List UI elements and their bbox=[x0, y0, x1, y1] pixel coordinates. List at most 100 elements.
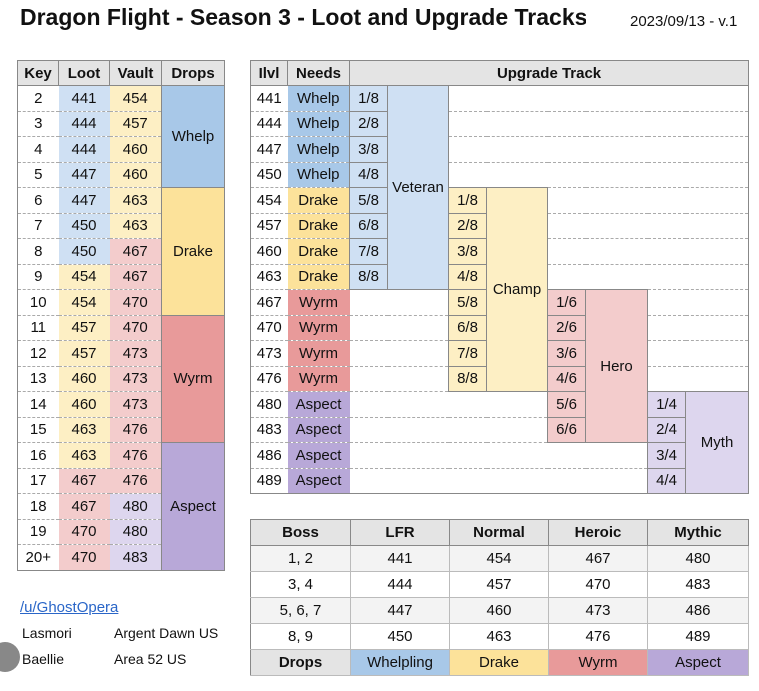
champ-step: 6/8 bbox=[448, 314, 487, 341]
empty-cell bbox=[547, 136, 586, 163]
normal-ilvl: 463 bbox=[449, 623, 549, 650]
item-level: 441 bbox=[250, 85, 288, 112]
table-row: 450 Whelp 4/8 bbox=[250, 161, 749, 188]
empty-cell bbox=[585, 187, 648, 214]
empty-cell bbox=[486, 111, 548, 137]
mythic-ilvl: 483 bbox=[647, 571, 749, 598]
loot-ilvl: 447 bbox=[58, 162, 110, 188]
empty-cell bbox=[547, 238, 586, 265]
myth-track-label: Myth bbox=[684, 391, 750, 494]
empty-cell bbox=[685, 238, 749, 265]
empty-cell bbox=[647, 289, 686, 316]
needs-wyrm: Wyrm bbox=[287, 366, 350, 392]
heroic-ilvl: 470 bbox=[548, 571, 648, 598]
empty-cell bbox=[647, 136, 686, 163]
lfr-ilvl: 450 bbox=[350, 623, 450, 650]
empty-cell bbox=[647, 238, 686, 265]
veteran-track-label: Veteran bbox=[387, 85, 449, 290]
table-row: 470 Wyrm 6/8 2/6 bbox=[250, 314, 749, 341]
empty-cell bbox=[585, 136, 648, 163]
raid-boss-table: Boss LFR Normal Heroic Mythic 1, 2 441 454… bbox=[250, 519, 749, 676]
empty-cell bbox=[486, 391, 548, 418]
table-row: 444 Whelp 2/8 bbox=[250, 110, 749, 137]
table-header-row: Ilvl Needs Upgrade Track bbox=[250, 60, 750, 86]
table-row: 2 441 454 Whelp bbox=[17, 85, 225, 188]
vault-ilvl: 460 bbox=[109, 136, 162, 163]
champ-step: 7/8 bbox=[448, 340, 487, 367]
myth-step: 2/4 bbox=[647, 416, 686, 443]
loot-ilvl: 454 bbox=[58, 289, 110, 316]
upgrade-track-table: Ilvl Needs Upgrade Track 441 Whelp 1/8 Vete… bbox=[250, 60, 750, 494]
vault-ilvl: 480 bbox=[109, 493, 162, 520]
empty-cell bbox=[685, 187, 749, 214]
empty-cell bbox=[547, 85, 586, 112]
vault-ilvl: 470 bbox=[109, 315, 162, 341]
empty-cell bbox=[387, 417, 449, 443]
vault-ilvl: 454 bbox=[109, 85, 162, 112]
needs-aspect: Aspect bbox=[287, 442, 350, 469]
hero-step: 1/6 bbox=[547, 289, 586, 316]
table-row: 19 470 480 bbox=[17, 519, 225, 545]
drops-whelpling: Whelpling bbox=[350, 649, 450, 676]
table-header-row: Boss LFR Normal Heroic Mythic bbox=[250, 519, 749, 546]
veteran-step: 2/8 bbox=[349, 110, 388, 137]
table-row: 483 Aspect 6/6 2/4 bbox=[250, 416, 749, 443]
table-row: 14 460 473 bbox=[17, 391, 225, 418]
key-level: 14 bbox=[17, 391, 59, 418]
loot-ilvl: 450 bbox=[58, 213, 110, 239]
vault-ilvl: 476 bbox=[109, 442, 162, 469]
hero-step: 6/6 bbox=[547, 416, 586, 443]
mythic-ilvl: 489 bbox=[647, 623, 749, 650]
table-row: 4 444 460 bbox=[17, 136, 225, 163]
empty-cell bbox=[685, 264, 749, 290]
item-level: 483 bbox=[250, 417, 288, 443]
key-level: 15 bbox=[17, 417, 59, 443]
needs-whelp: Whelp bbox=[287, 162, 350, 188]
empty-cell bbox=[585, 442, 648, 469]
item-level: 460 bbox=[250, 238, 288, 265]
loot-ilvl: 457 bbox=[58, 315, 110, 341]
empty-cell bbox=[448, 136, 487, 163]
item-level: 476 bbox=[250, 366, 288, 392]
table-row: 463 Drake 8/8 4/8 bbox=[250, 263, 749, 290]
empty-cell bbox=[585, 264, 648, 290]
key-level: 16 bbox=[17, 442, 59, 469]
author-link[interactable]: /u/GhostOpera bbox=[20, 599, 119, 616]
empty-cell bbox=[349, 391, 388, 418]
myth-step: 3/4 bbox=[647, 442, 686, 469]
header-ilvl: Ilvl bbox=[250, 60, 288, 86]
key-level: 18 bbox=[17, 493, 59, 520]
item-level: 457 bbox=[250, 213, 288, 239]
drops-row: Drops Whelpling Drake Wyrm Aspect bbox=[250, 649, 749, 676]
loot-ilvl: 444 bbox=[58, 136, 110, 163]
header-upgrade-track: Upgrade Track bbox=[348, 60, 750, 86]
table-row: 473 Wyrm 7/8 3/6 bbox=[250, 340, 749, 367]
vault-ilvl: 463 bbox=[109, 187, 162, 214]
drops-drake: Drake bbox=[449, 649, 549, 676]
table-row: 489 Aspect 4/4 bbox=[250, 467, 749, 494]
vault-ilvl: 463 bbox=[109, 213, 162, 239]
empty-cell bbox=[349, 442, 388, 469]
veteran-step: 6/8 bbox=[349, 212, 388, 239]
empty-cell bbox=[486, 468, 548, 494]
empty-cell bbox=[685, 162, 749, 188]
table-row: 11 457 470 Wyrm bbox=[17, 314, 225, 443]
header-drops: Drops bbox=[161, 60, 225, 86]
key-level: 10 bbox=[17, 289, 59, 316]
empty-cell bbox=[585, 468, 648, 494]
loot-ilvl: 467 bbox=[58, 493, 110, 520]
loot-ilvl: 454 bbox=[58, 264, 110, 290]
empty-cell bbox=[486, 417, 548, 443]
empty-cell bbox=[647, 264, 686, 290]
champ-track-label: Champ bbox=[486, 187, 548, 392]
veteran-step: 7/8 bbox=[349, 238, 388, 265]
drops-drake: Drake bbox=[161, 187, 225, 316]
empty-cell bbox=[647, 162, 686, 188]
mythic-ilvl: 486 bbox=[647, 597, 749, 624]
credit-name-1: Lasmori bbox=[22, 625, 72, 641]
table-row: 447 Whelp 3/8 bbox=[250, 136, 749, 163]
item-level: 480 bbox=[250, 391, 288, 418]
key-level: 12 bbox=[17, 340, 59, 367]
veteran-step: 1/8 bbox=[349, 85, 388, 112]
key-level: 6 bbox=[17, 187, 59, 214]
